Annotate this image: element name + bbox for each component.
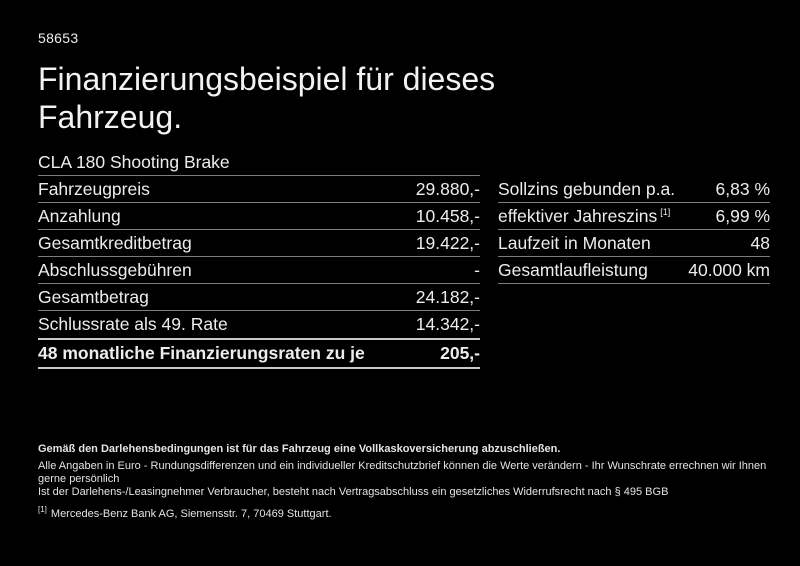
- row-value: 29.880,-: [415, 178, 480, 199]
- table-row: Fahrzeugpreis 29.880,-: [38, 176, 480, 203]
- row-value: 205,-: [440, 343, 480, 363]
- table-row: effektiver Jahreszins [1] 6,99 %: [498, 203, 770, 230]
- row-label: Schlussrate als 49. Rate: [38, 314, 228, 334]
- table-row: Laufzeit in Monaten 48: [498, 230, 770, 257]
- row-label: Gesamtkreditbetrag: [38, 232, 192, 253]
- table-row: Abschlussgebühren -: [38, 257, 480, 284]
- row-value: 6,83 %: [715, 178, 770, 199]
- row-value: 14.342,-: [415, 314, 480, 334]
- bank-footnote-text: Mercedes-Benz Bank AG, Siemensstr. 7, 70…: [50, 508, 332, 520]
- table-row: Gesamtkreditbetrag 19.422,-: [38, 230, 480, 257]
- disclaimer-line: Alle Angaben in Euro - Rundungsdifferenz…: [38, 460, 767, 485]
- row-value: 10.458,-: [415, 205, 480, 226]
- row-value: 40.000 km: [688, 259, 770, 280]
- withdrawal-note: Ist der Darlehens-/Leasingnehmer Verbrau…: [38, 486, 669, 498]
- row-label: Abschlussgebühren: [38, 259, 192, 280]
- table-row: Schlussrate als 49. Rate 14.342,-: [38, 311, 480, 338]
- row-label: Anzahlung: [38, 205, 121, 226]
- legal-footer: Gemäß den Darlehensbedingungen ist für d…: [38, 443, 770, 521]
- row-label: Laufzeit in Monaten: [498, 232, 651, 253]
- vehicle-model-header: CLA 180 Shooting Brake: [38, 149, 480, 176]
- footnote-marker: [1]: [38, 505, 47, 515]
- row-label: Sollzins gebunden p.a.: [498, 178, 676, 199]
- vehicle-model-label: CLA 180 Shooting Brake: [38, 151, 230, 172]
- table-row: Sollzins gebunden p.a. 6,83 %: [498, 176, 770, 203]
- row-label-text: effektiver Jahreszins: [498, 205, 658, 226]
- row-value: 48: [750, 232, 770, 253]
- row-label: effektiver Jahreszins [1]: [498, 206, 716, 227]
- financing-example-page: 58653 Finanzierungsbeispiel für dieses F…: [38, 30, 770, 521]
- row-value: 6,99 %: [715, 205, 770, 226]
- row-value: -: [474, 259, 480, 280]
- table-row: Gesamtbetrag 24.182,-: [38, 284, 480, 311]
- row-label: Gesamtlaufleistung: [498, 259, 648, 280]
- financing-details-table: CLA 180 Shooting Brake Fahrzeugpreis 29.…: [38, 149, 480, 369]
- footnote-marker: [1]: [660, 206, 671, 217]
- row-value: 24.182,-: [415, 286, 480, 307]
- monthly-rate-row: 48 monatliche Finanzierungsraten zu je 2…: [38, 338, 480, 369]
- financing-tables: CLA 180 Shooting Brake Fahrzeugpreis 29.…: [38, 149, 770, 369]
- table-row: Gesamtlaufleistung 40.000 km: [498, 257, 770, 284]
- doc-number: 58653: [38, 30, 79, 46]
- table-row: Anzahlung 10.458,-: [38, 203, 480, 230]
- conditions-table: Sollzins gebunden p.a. 6,83 % effektiver…: [498, 149, 770, 369]
- page-title: Finanzierungsbeispiel für dieses Fahrzeu…: [38, 61, 496, 135]
- insurance-note: Gemäß den Darlehensbedingungen ist für d…: [38, 443, 561, 455]
- row-label: 48 monatliche Finanzierungsraten zu je: [38, 343, 365, 363]
- bank-footnote: [1] Mercedes-Benz Bank AG, Siemensstr. 7,…: [38, 505, 770, 521]
- row-value: 19.422,-: [415, 232, 480, 253]
- row-label: Gesamtbetrag: [38, 286, 149, 307]
- row-label: Fahrzeugpreis: [38, 178, 150, 199]
